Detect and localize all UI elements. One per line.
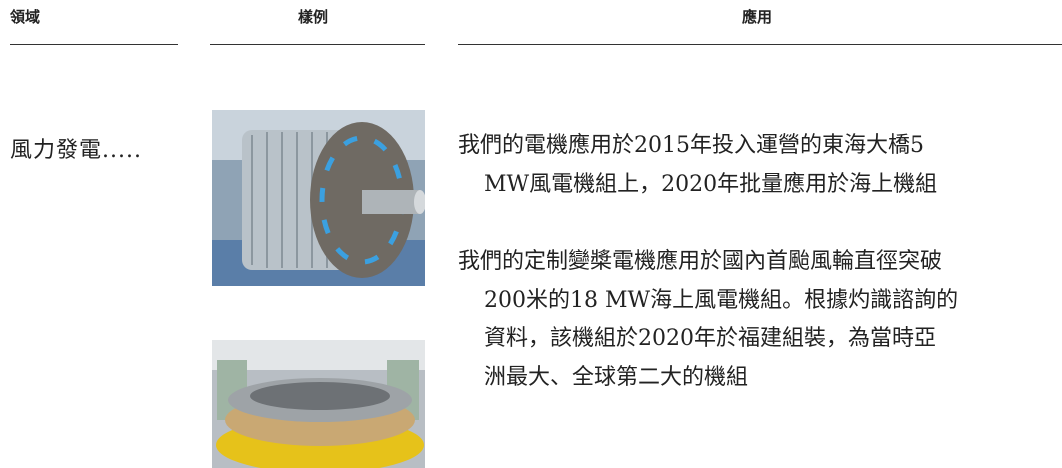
text-line: 資料，該機組於2020年於福建組裝，為當時亞 (484, 326, 936, 351)
header-rule (458, 44, 1062, 45)
text-line: MW風電機組上，2020年批量應用於海上機組 (484, 171, 938, 197)
header: 應用 (742, 8, 773, 26)
sample-photo (212, 110, 425, 286)
domain-label: 風力發電..... (10, 138, 142, 163)
header-rule (10, 44, 178, 45)
text-line: 200米的18 MW海上風電機組。根據灼識諮詢的 (484, 287, 959, 313)
text-line: 我們的定制變槳電機應用於國內首颱風輪直徑突破 (458, 249, 943, 274)
header: 樣例 (298, 8, 329, 26)
text-line: 我們的電機應用於2015年投入運營的東海大橋5 (458, 133, 924, 158)
header: 領域 (10, 8, 41, 26)
application-paragraph: 我們的電機應用於2015年投入運營的東海大橋5 MW風電機組上，2020年批量應用… (458, 127, 937, 204)
header-rule (210, 44, 425, 45)
text-line: 洲最大、全球第二大的機組 (484, 364, 749, 390)
application-paragraph: 我們的定制變槳電機應用於國內首颱風輪直徑突破 200米的18 MW海上風電機組。根… (458, 243, 958, 397)
sample-photo (212, 340, 425, 468)
